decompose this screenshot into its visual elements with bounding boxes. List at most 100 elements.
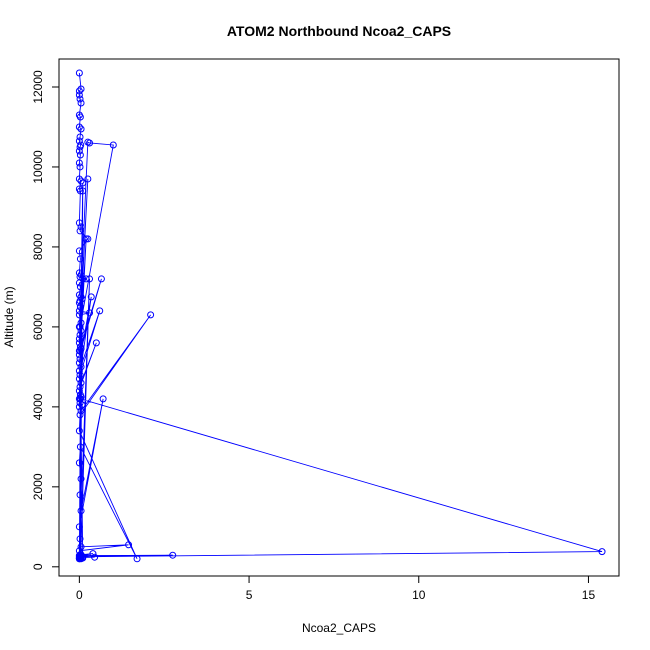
x-tick-label: 10 (412, 588, 426, 602)
data-point (75, 323, 83, 331)
data-point (75, 147, 83, 155)
series-line (78, 72, 603, 560)
data-point (75, 307, 83, 315)
y-tick-label: 12000 (31, 70, 45, 104)
data-point (84, 175, 92, 183)
data-point (109, 141, 117, 149)
data-point (75, 375, 83, 383)
data-point (77, 99, 85, 107)
data-point (91, 553, 99, 561)
data-point (77, 407, 85, 415)
x-tick-label: 5 (246, 588, 253, 602)
data-point (82, 275, 90, 283)
data-point (75, 269, 83, 277)
data-point (76, 283, 84, 291)
data-point (76, 163, 84, 171)
data-point (75, 299, 83, 307)
data-point (76, 535, 84, 543)
data-point (75, 427, 83, 435)
data-point (87, 293, 95, 301)
data-point (84, 138, 92, 146)
data-point (75, 554, 83, 562)
data-point (77, 507, 85, 515)
data-point (77, 475, 85, 483)
data-point (89, 550, 97, 558)
data-point (79, 275, 87, 283)
data-point (92, 339, 100, 347)
data-point (77, 223, 85, 231)
data-point (75, 279, 83, 287)
data-point (86, 275, 94, 283)
data-point (76, 95, 84, 103)
series-layer (75, 69, 606, 563)
data-point (76, 411, 84, 419)
y-tick-label: 4000 (31, 393, 45, 420)
data-point (75, 175, 83, 183)
data-point (75, 367, 83, 375)
data-point (76, 355, 84, 363)
data-point (133, 555, 141, 563)
plot-frame (58, 58, 620, 577)
data-point (76, 187, 84, 195)
data-point (75, 123, 83, 131)
y-tick-label: 0 (31, 563, 45, 570)
data-point (147, 311, 155, 319)
y-axis: 0 2000 4000 6000 8000 10000 12000 (31, 70, 60, 570)
x-axis: 0 5 10 15 (76, 575, 596, 602)
data-point (77, 543, 85, 551)
data-point (76, 151, 84, 159)
data-point (96, 307, 104, 315)
data-point (75, 351, 83, 359)
data-point (77, 319, 85, 327)
y-tick-label: 2000 (31, 473, 45, 500)
data-point (75, 523, 83, 531)
data-point (76, 347, 84, 355)
data-point (77, 363, 85, 371)
data-point (75, 403, 83, 411)
data-point (75, 359, 83, 367)
data-point (76, 133, 84, 141)
data-point (169, 551, 177, 559)
y-tick-label: 10000 (31, 150, 45, 184)
data-point (77, 379, 85, 387)
data-point (75, 87, 83, 95)
data-point (75, 91, 83, 99)
data-point (76, 395, 84, 403)
data-point (75, 459, 83, 467)
data-point (75, 69, 83, 77)
y-tick-label: 6000 (31, 313, 45, 340)
data-point (76, 227, 84, 235)
data-point (99, 395, 107, 403)
data-point (77, 327, 85, 335)
chart-title: ATOM2 Northbound Ncoa2_CAPS (227, 23, 451, 39)
data-point (77, 551, 85, 559)
data-point (75, 219, 83, 227)
data-point (76, 371, 84, 379)
data-point (79, 179, 87, 187)
x-tick-label: 0 (76, 588, 83, 602)
data-point (76, 113, 84, 121)
data-point (97, 275, 105, 283)
data-point (79, 187, 87, 195)
data-point (77, 177, 85, 185)
data-point (77, 125, 85, 133)
data-point (76, 383, 84, 391)
x-axis-label: Ncoa2_CAPS (302, 621, 376, 635)
data-point (76, 491, 84, 499)
y-axis-label: Altitude (m) (2, 286, 16, 347)
y-tick-label: 8000 (31, 233, 45, 260)
data-point (76, 443, 84, 451)
data-point (76, 143, 84, 151)
data-point (76, 399, 84, 407)
data-point (76, 255, 84, 263)
data-point (598, 548, 606, 556)
data-point (76, 303, 84, 311)
data-point (75, 335, 83, 343)
data-point (75, 247, 83, 255)
x-tick-label: 15 (582, 588, 596, 602)
data-point (86, 309, 94, 317)
data-point (75, 159, 83, 167)
data-point (75, 311, 83, 319)
data-point (125, 541, 133, 549)
